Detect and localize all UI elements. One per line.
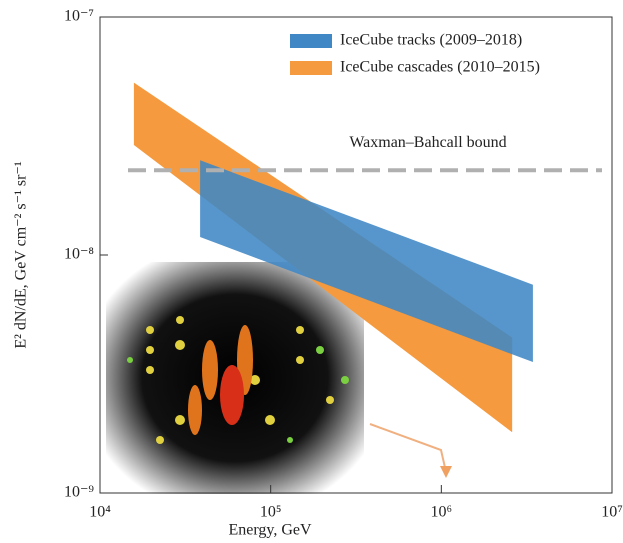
band <box>200 160 533 363</box>
bands <box>133 82 533 433</box>
x-tick-label: 10⁵ <box>260 504 282 521</box>
limit-arrow-head <box>440 466 452 478</box>
x-tick-label: 10⁷ <box>601 504 623 521</box>
y-axis-label: E² dN/dE, GeV cm⁻² s⁻¹ sr⁻¹ <box>13 161 30 349</box>
y-tick-label: 10⁻⁹ <box>64 484 94 501</box>
x-axis-label: Energy, GeV <box>228 522 312 539</box>
legend-swatch <box>290 61 332 75</box>
y-tick-label: 10⁻⁸ <box>64 246 94 263</box>
legend-label: IceCube cascades (2010–2015) <box>340 59 540 76</box>
legend-label: IceCube tracks (2009–2018) <box>340 32 522 49</box>
x-tick-label: 10⁴ <box>89 504 111 521</box>
event-inset <box>106 262 364 494</box>
limit-arrow <box>369 423 447 473</box>
legend-swatch <box>290 34 332 48</box>
reference-label: Waxman–Bahcall bound <box>349 134 506 151</box>
x-tick-label: 10⁶ <box>431 504 453 521</box>
y-tick-label: 10⁻⁷ <box>64 8 94 25</box>
